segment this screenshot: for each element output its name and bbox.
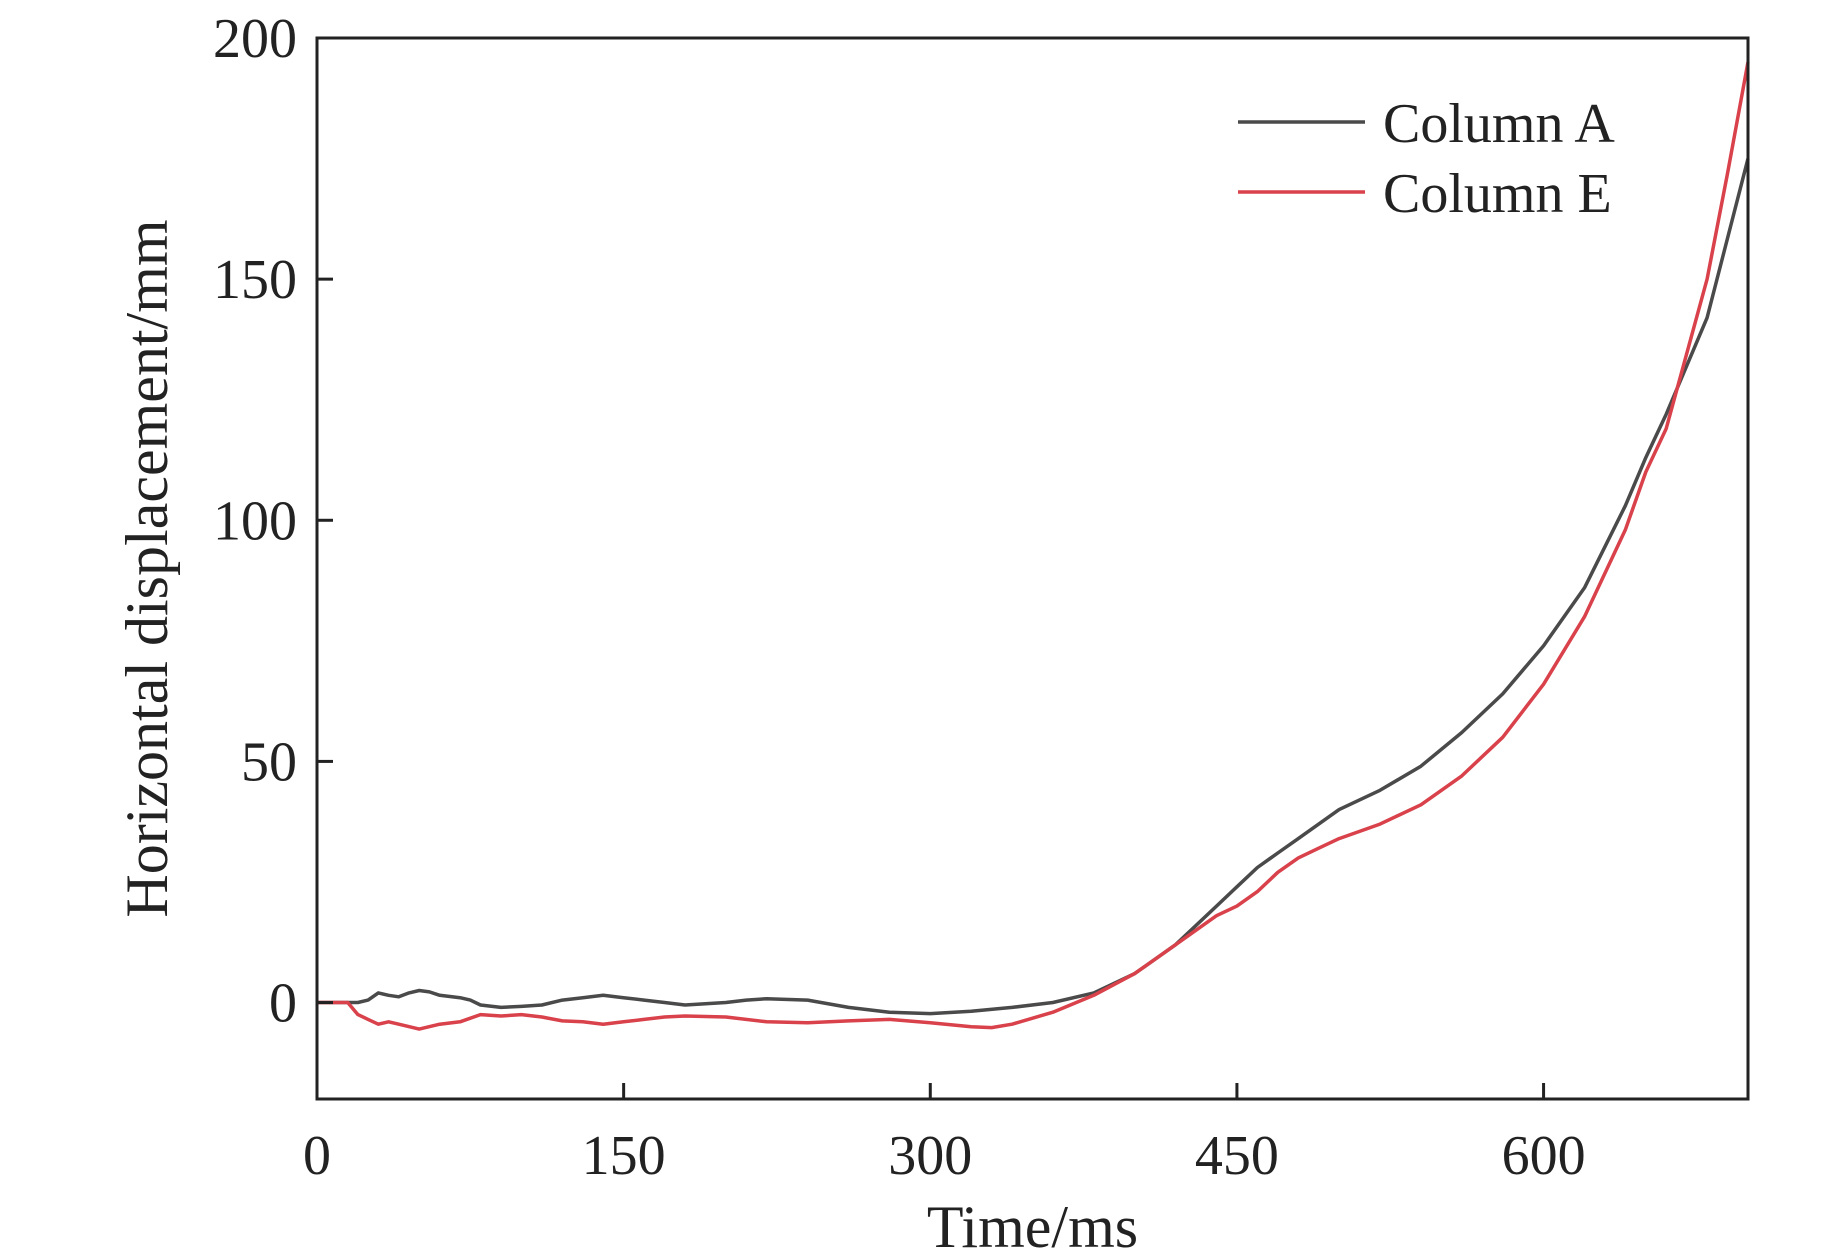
series-layer (317, 61, 1750, 1031)
x-tick-label: 600 (1502, 1125, 1586, 1187)
y-tick-label: 0 (269, 973, 297, 1035)
x-tick-label: 300 (888, 1125, 972, 1187)
y-axis-label: Horizontal displacement/mm (114, 219, 180, 917)
series-line-column-e (317, 61, 1750, 1031)
x-tick-label: 450 (1195, 1125, 1279, 1187)
series-line-column-a (317, 158, 1750, 1016)
y-tick-label: 200 (213, 8, 297, 70)
legend: Column A Column E (1238, 93, 1615, 225)
x-axis-label: Time/ms (927, 1194, 1138, 1254)
x-tick-label: 0 (303, 1125, 331, 1187)
y-tick-label: 50 (241, 731, 297, 793)
y-tick-label: 100 (213, 490, 297, 552)
plot-frame (315, 36, 1750, 1101)
legend-label-column-e: Column E (1383, 163, 1612, 225)
tick-layer: 0 150 300 450 600 0 50 100 150 200 (213, 8, 1586, 1187)
y-tick-label: 150 (213, 249, 297, 311)
x-tick-label: 150 (582, 1125, 666, 1187)
legend-label-column-a: Column A (1383, 93, 1615, 155)
